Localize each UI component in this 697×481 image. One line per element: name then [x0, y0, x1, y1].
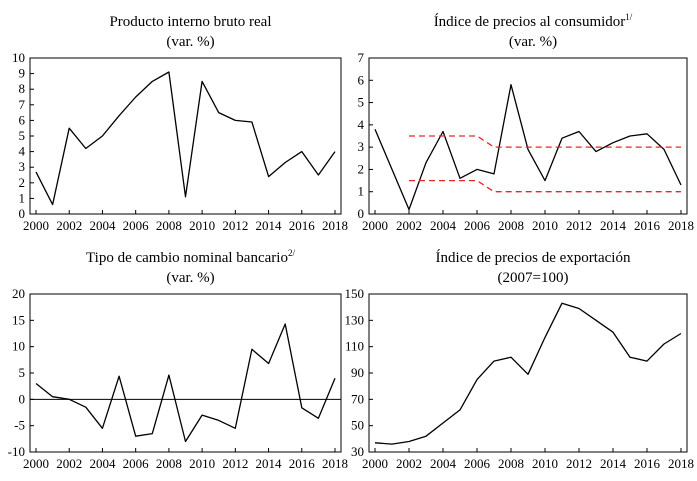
y-tick-label: 9 [19, 66, 26, 81]
target-band-line [409, 179, 681, 193]
y-tick-label: 0 [358, 206, 365, 221]
x-tick-label: 2006 [464, 456, 491, 471]
chart-title: Tipo de cambio nominal bancario2/ [86, 248, 295, 266]
y-tick-label: 8 [19, 81, 26, 96]
x-tick-label: 2016 [289, 218, 316, 233]
chart-panel-4: Índice de precios de exportación (2007=10… [345, 249, 695, 471]
series-line [374, 84, 682, 211]
y-tick-label: 3 [358, 139, 365, 154]
chart-panel-2: Índice de precios al consumidor1/ (var. %… [358, 12, 695, 233]
plot-frame [368, 57, 688, 215]
x-tick-label: 2008 [156, 218, 182, 233]
y-tick-label: 130 [345, 312, 365, 327]
y-tick-label: 150 [345, 286, 365, 301]
y-tick-label: 30 [351, 444, 364, 459]
target-band-line [409, 135, 681, 148]
y-tick-label: 6 [19, 112, 26, 127]
title-footnote-mark: 2/ [288, 248, 296, 258]
x-tick-label: 2004 [89, 456, 116, 471]
x-tick-label: 2012 [222, 218, 248, 233]
y-tick-label: 0 [19, 206, 26, 221]
y-tick-label: 1 [19, 190, 26, 205]
chart-title: Producto interno bruto real [109, 14, 271, 30]
x-tick-label: 2018 [668, 456, 694, 471]
y-tick-label: 4 [19, 144, 26, 159]
y-tick-label: 6 [358, 72, 365, 87]
y-tick-label: 5 [19, 128, 26, 143]
y-tick-label: 90 [351, 365, 364, 380]
chart-subtitle: (2007=100) [498, 270, 569, 286]
chart-subtitle: (var. %) [509, 34, 557, 50]
y-tick-label: 2 [19, 175, 26, 190]
x-tick-label: 2004 [430, 456, 457, 471]
y-tick-label: 2 [358, 161, 365, 176]
series-line [35, 323, 336, 443]
x-tick-label: 2002 [56, 456, 82, 471]
x-tick-label: 2000 [362, 456, 388, 471]
x-tick-label: 2014 [600, 218, 627, 233]
y-tick-label: 10 [12, 339, 25, 354]
y-tick-label: 110 [345, 339, 364, 354]
x-tick-label: 2010 [532, 456, 558, 471]
chart-title: Índice de precios de exportación [436, 249, 631, 266]
plot-frame [29, 57, 342, 215]
x-tick-label: 2010 [189, 218, 215, 233]
x-tick-label: 2012 [566, 456, 592, 471]
x-tick-label: 2016 [289, 456, 316, 471]
y-tick-label: 10 [12, 50, 25, 65]
x-tick-label: 2004 [430, 218, 457, 233]
y-tick-label: 7 [358, 50, 365, 65]
y-tick-label: 15 [12, 312, 25, 327]
chart-panel-3: Tipo de cambio nominal bancario2/ (var. %… [8, 248, 348, 471]
x-tick-label: 2008 [498, 218, 524, 233]
x-tick-label: 2016 [634, 456, 661, 471]
series-line [35, 71, 336, 206]
x-tick-label: 2004 [89, 218, 116, 233]
x-tick-label: 2018 [322, 456, 348, 471]
x-tick-label: 2014 [256, 218, 283, 233]
x-tick-label: 2018 [668, 218, 694, 233]
x-tick-label: 2014 [256, 456, 283, 471]
x-tick-label: 2018 [322, 218, 348, 233]
x-tick-label: 2002 [56, 218, 82, 233]
y-tick-label: 5 [358, 95, 365, 110]
x-tick-label: 2006 [123, 456, 150, 471]
x-tick-label: 2016 [634, 218, 661, 233]
x-tick-label: 2000 [23, 456, 49, 471]
x-tick-label: 2010 [532, 218, 558, 233]
y-tick-label: 20 [12, 286, 25, 301]
y-tick-label: 5 [19, 365, 26, 380]
x-tick-label: 2012 [222, 456, 248, 471]
x-tick-label: 2010 [189, 456, 215, 471]
y-tick-label: -10 [8, 444, 25, 459]
x-tick-label: 2000 [23, 218, 49, 233]
x-tick-label: 2014 [600, 456, 627, 471]
x-tick-label: 2008 [156, 456, 182, 471]
chart-panel-1: Producto interno bruto real (var. %) 01234… [12, 14, 348, 233]
chart-subtitle: (var. %) [166, 270, 214, 286]
y-tick-label: 50 [351, 418, 364, 433]
series-line [374, 302, 682, 445]
y-tick-label: 7 [19, 97, 26, 112]
x-tick-label: 2006 [123, 218, 150, 233]
x-tick-label: 2002 [396, 218, 422, 233]
y-tick-label: 1 [358, 184, 365, 199]
chart-subtitle: (var. %) [166, 34, 214, 50]
y-tick-label: 0 [19, 391, 26, 406]
x-tick-label: 2012 [566, 218, 592, 233]
x-tick-label: 2008 [498, 456, 524, 471]
x-tick-label: 2000 [362, 218, 388, 233]
x-tick-label: 2006 [464, 218, 491, 233]
y-tick-label: 4 [358, 117, 365, 132]
y-tick-label: 70 [351, 391, 364, 406]
title-footnote-mark: 1/ [625, 12, 633, 22]
y-tick-label: -5 [14, 418, 25, 433]
chart-title: Índice de precios al consumidor1/ [434, 12, 633, 30]
x-tick-label: 2002 [396, 456, 422, 471]
y-tick-label: 3 [19, 159, 26, 174]
